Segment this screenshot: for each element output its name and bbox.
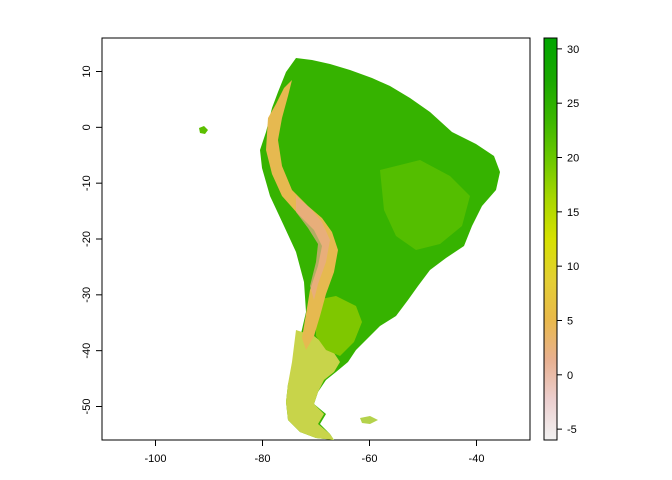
legend-tick-label: 0 [567, 370, 573, 382]
legend-tick-label: -5 [567, 424, 577, 436]
legend-tick-label: 10 [567, 261, 579, 273]
x-tick-label: -40 [469, 453, 485, 465]
south-america-raster [199, 58, 500, 440]
y-tick-label: -30 [81, 287, 93, 303]
x-tick-label: -60 [362, 453, 378, 465]
legend-colorbar [543, 37, 558, 441]
y-tick-label: -10 [81, 175, 93, 191]
x-tick-label: -100 [144, 453, 166, 465]
y-tick-label: 10 [81, 65, 93, 77]
y-tick-label: -50 [81, 399, 93, 415]
patagonia-region [286, 330, 340, 440]
legend-tick-label: 15 [567, 207, 579, 219]
y-tick-label: 0 [81, 124, 93, 130]
x-tick-label: -80 [255, 453, 271, 465]
pampas-region [316, 296, 362, 356]
falklands [360, 416, 378, 424]
legend-ticks: 30 25 20 15 10 5 0 -5 [557, 44, 579, 436]
legend-tick-label: 30 [567, 44, 579, 56]
galapagos [199, 126, 208, 134]
y-tick-label: -20 [81, 231, 93, 247]
legend-tick-label: 5 [567, 315, 573, 327]
legend-tick-label: 25 [567, 98, 579, 110]
brazil-highlands [380, 160, 470, 250]
legend-tick-label: 20 [567, 153, 579, 165]
y-tick-label: -40 [81, 343, 93, 359]
x-axis: -100 -80 -60 -40 [144, 440, 484, 465]
y-axis: 10 0 -10 -20 -30 -40 -50 [81, 65, 102, 414]
andes-peaks [296, 196, 330, 300]
